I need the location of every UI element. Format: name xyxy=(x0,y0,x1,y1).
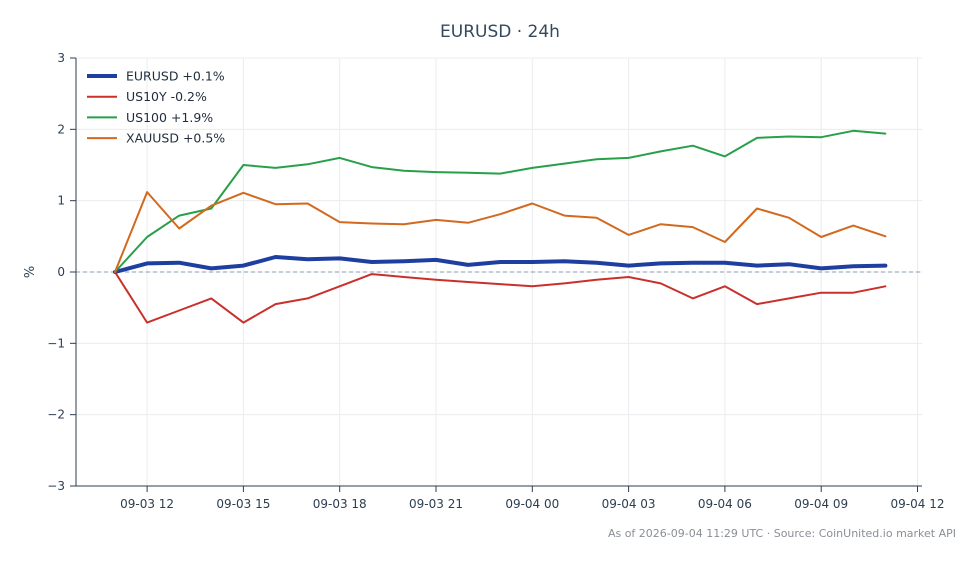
series-line-0 xyxy=(113,255,888,274)
x-tick-label: 09-03 15 xyxy=(216,497,270,511)
legend: EURUSD +0.1% US10Y -0.2% US100 +1.9% XAUUSD… xyxy=(87,69,225,146)
x-tick-label: 09-04 03 xyxy=(602,497,656,511)
x-tick-label: 09-03 18 xyxy=(313,497,367,511)
series-line-2 xyxy=(114,129,887,273)
source-footer: As of 2026-09-04 11:29 UTC · Source: Coi… xyxy=(608,527,956,540)
x-tick-label: 09-03 12 xyxy=(120,497,174,511)
y-tick-label: −1 xyxy=(47,336,65,350)
y-tick-label: 3 xyxy=(57,51,65,65)
legend-label: XAUUSD +0.5% xyxy=(126,131,225,146)
x-tick-label: 09-04 12 xyxy=(891,497,945,511)
gridlines xyxy=(76,57,922,487)
x-tick-label: 09-04 00 xyxy=(505,497,559,511)
y-tick-label: −2 xyxy=(47,408,65,422)
y-tick-label: 0 xyxy=(57,265,65,279)
x-tick-label: 09-03 21 xyxy=(409,497,463,511)
legend-label: US100 +1.9% xyxy=(126,110,213,125)
y-tick-label: −3 xyxy=(47,479,65,493)
series-line-3 xyxy=(114,191,887,273)
y-tick-label: 1 xyxy=(57,194,65,208)
x-tick-label: 09-04 06 xyxy=(698,497,752,511)
series-line-1 xyxy=(114,271,887,324)
legend-label: US10Y -0.2% xyxy=(126,89,207,104)
axes: 3 2 1 0 −1 −2 −3 09-03 12 09-03 15 09-03 18 09-03 … xyxy=(47,51,944,511)
y-tick-label: 2 xyxy=(57,122,65,136)
series-lines xyxy=(113,129,888,324)
y-axis-label: % xyxy=(23,266,38,278)
legend-label: EURUSD +0.1% xyxy=(126,69,225,84)
x-tick-label: 09-04 09 xyxy=(794,497,848,511)
chart-title: EURUSD · 24h xyxy=(440,22,560,42)
